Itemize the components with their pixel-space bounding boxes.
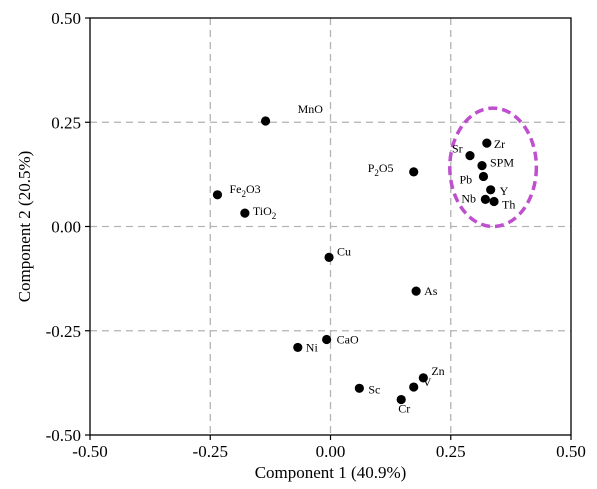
data-point-y: [486, 185, 496, 195]
point-label-ni: Ni: [306, 340, 319, 354]
point-label-sc: Sc: [368, 382, 380, 396]
point-label-cr: Cr: [398, 402, 410, 416]
data-point-nb: [480, 194, 490, 204]
data-point-cu: [324, 252, 334, 262]
data-point-mno: [260, 116, 271, 126]
grid-lines: [90, 18, 571, 435]
data-point-cao: [322, 334, 332, 345]
data-point-zn: [418, 373, 428, 383]
x-tick-label: 0.50: [556, 442, 586, 461]
data-point-fe2o3: [212, 190, 223, 200]
data-point-p2o5: [409, 167, 419, 177]
point-label-mno: MnO: [298, 102, 324, 116]
point-label-nb: Nb: [461, 191, 476, 205]
data-point-tio2: [240, 208, 250, 218]
data-points: [212, 116, 499, 405]
point-label-p2o5: P2O5: [368, 161, 394, 178]
point-label-v: V: [423, 375, 432, 389]
point-label-spm: SPM: [490, 156, 514, 170]
data-point-cr: [396, 394, 406, 405]
point-label-tio2: TiO2: [253, 204, 276, 221]
data-point-spm: [477, 161, 487, 171]
point-label-as: As: [424, 284, 438, 298]
y-tick-label: 0.00: [51, 218, 81, 237]
point-label-cao: CaO: [337, 333, 359, 347]
point-label-th: Th: [502, 197, 515, 211]
point-label-sr: Sr: [452, 142, 463, 156]
point-labels: MnO Fe2O3 TiO2 P2O5 Cu As CaO Ni Sc ZnV Cr Zr Sr SPM P…: [229, 102, 515, 416]
data-point-as: [411, 286, 421, 296]
x-axis-title: Component 1 (40.9%): [255, 463, 407, 482]
point-label-cu: Cu: [337, 244, 351, 258]
data-point-pb: [478, 171, 489, 182]
data-point-zr: [482, 138, 492, 148]
x-tick-label: 0.25: [436, 442, 466, 461]
data-point-sc: [354, 383, 364, 393]
point-label-zn: Zn: [431, 364, 444, 378]
data-point-sr: [465, 151, 475, 161]
x-tick-label: -0.25: [193, 442, 228, 461]
highlight-ellipse: [448, 106, 539, 229]
y-axis-title: Component 2 (20.5%): [15, 151, 34, 303]
y-tick-label: 0.50: [51, 9, 81, 28]
x-tick-label: -0.50: [72, 442, 107, 461]
highlight-group: [448, 106, 539, 229]
x-tick-label: 0.00: [316, 442, 346, 461]
point-label-pb: Pb: [459, 172, 472, 186]
y-tick-label: -0.25: [46, 322, 81, 341]
point-label-y: Y: [500, 184, 509, 198]
data-point-v: [409, 382, 419, 392]
data-point-ni: [293, 342, 303, 353]
data-point-th: [489, 196, 499, 207]
axis-ticks: -0.50 -0.25 0.00 0.25 0.50 -0.50 -0.25 0.00 0.25…: [46, 9, 586, 461]
y-tick-label: -0.50: [46, 426, 81, 445]
y-tick-label: 0.25: [51, 113, 81, 132]
point-label-zr: Zr: [494, 137, 505, 151]
point-label-fe2o3: Fe2O3: [229, 182, 260, 199]
